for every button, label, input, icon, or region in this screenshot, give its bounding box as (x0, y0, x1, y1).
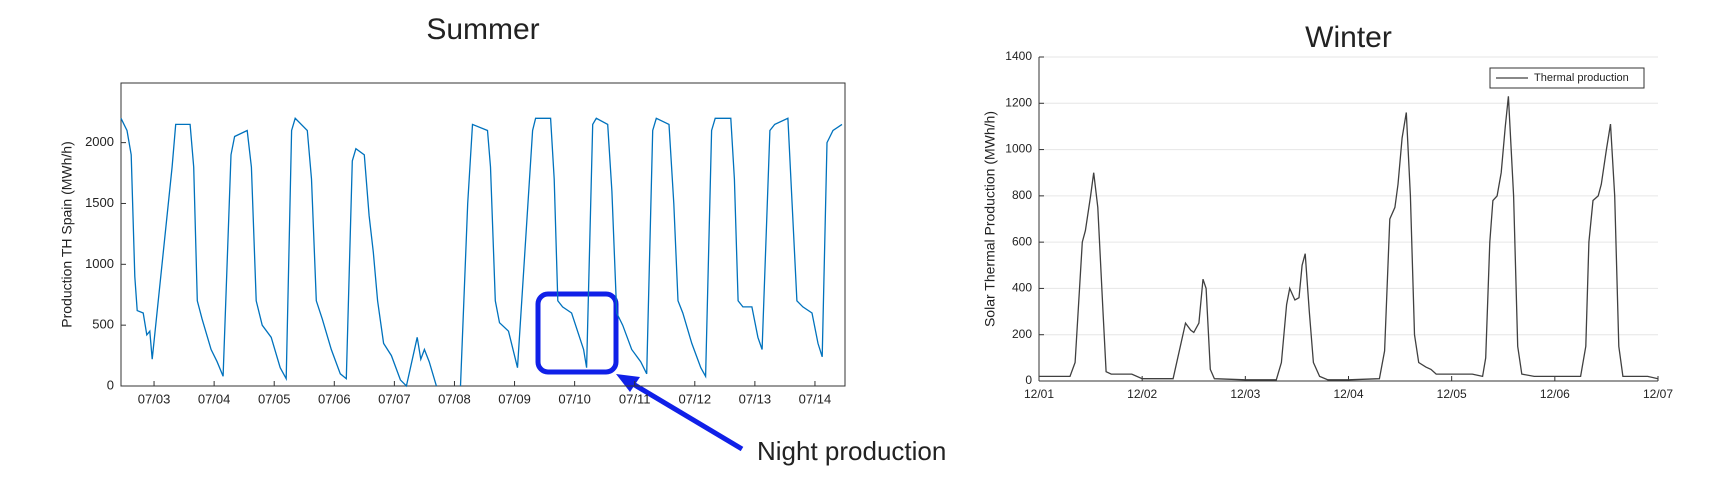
x-tick-label: 07/08 (438, 391, 471, 406)
x-tick-label: 07/10 (558, 391, 591, 406)
x-tick-label: 12/05 (1437, 387, 1467, 401)
x-tick-label: 07/05 (258, 391, 291, 406)
x-tick-label: 12/06 (1540, 387, 1570, 401)
arrow-head (616, 374, 640, 392)
x-tick-label: 07/14 (799, 391, 832, 406)
y-tick-label: 1200 (1005, 95, 1032, 109)
y-tick-label: 1000 (1005, 142, 1032, 156)
y-tick-label: 2000 (85, 134, 114, 149)
legend-box (1489, 67, 1645, 89)
x-tick-label: 07/09 (498, 391, 531, 406)
x-tick-label: 12/01 (1024, 387, 1054, 401)
x-tick-label: 12/03 (1230, 387, 1260, 401)
plot-frame (120, 82, 846, 387)
legend-label: Thermal production (1534, 72, 1629, 84)
x-tick-label: 07/03 (138, 391, 171, 406)
y-tick-label: 1000 (85, 256, 114, 271)
y-axis-label: Solar Thermal Production (MWh/h) (982, 111, 998, 327)
y-tick-label: 800 (1012, 188, 1032, 202)
chart-title: Summer (426, 13, 539, 46)
y-tick-label: 500 (92, 317, 114, 332)
x-tick-label: 12/07 (1643, 387, 1673, 401)
y-tick-label: 1400 (1005, 49, 1032, 63)
x-tick-label: 07/06 (318, 391, 351, 406)
chart-title: Winter (1305, 21, 1392, 54)
x-tick-label: 07/12 (679, 391, 712, 406)
x-tick-label: 07/11 (619, 391, 651, 406)
x-tick-label: 12/02 (1127, 387, 1157, 401)
y-tick-label: 0 (1025, 373, 1032, 387)
highlight-box (535, 291, 619, 375)
x-tick-label: 07/13 (739, 391, 772, 406)
data-line (1039, 96, 1659, 381)
y-tick-label: 600 (1012, 234, 1032, 248)
x-tick-label: 07/07 (378, 391, 411, 406)
annotation: Night production (757, 436, 946, 466)
x-tick-label: 12/04 (1333, 387, 1363, 401)
data-line (120, 117, 843, 388)
x-tick-label: 07/04 (198, 391, 231, 406)
y-tick-label: 1500 (85, 195, 114, 210)
y-axis-label: Production TH Spain (MWh/h) (59, 141, 75, 327)
y-tick-label: 400 (1012, 281, 1032, 295)
plot-frame (1039, 57, 1658, 381)
arrow-shaft (626, 378, 744, 452)
y-tick-label: 200 (1012, 327, 1032, 341)
y-tick-label: 0 (107, 377, 114, 392)
